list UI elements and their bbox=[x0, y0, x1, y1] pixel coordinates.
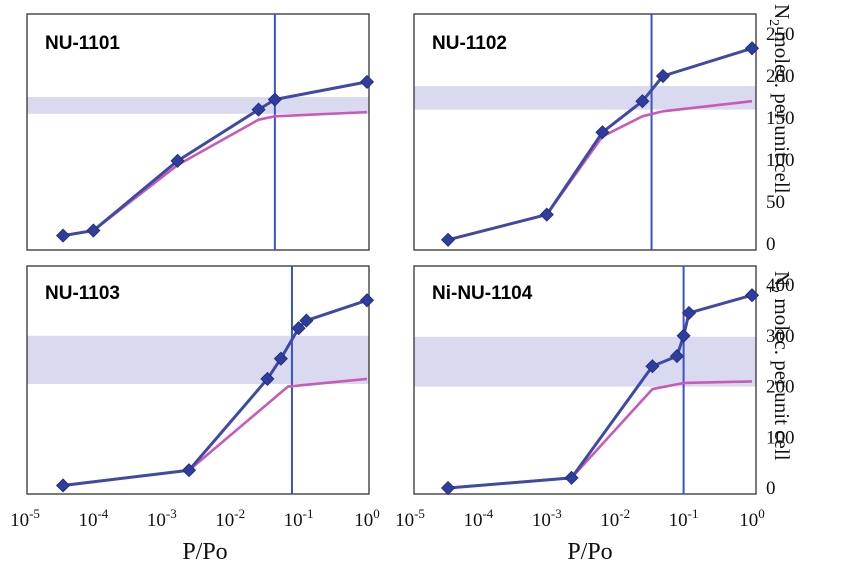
y-tick-label: 200 bbox=[766, 377, 795, 398]
data-point-marker bbox=[676, 328, 691, 343]
y-tick-label: 50 bbox=[766, 192, 785, 213]
y-tick-label: 0 bbox=[766, 478, 776, 499]
y-tick-label: 300 bbox=[766, 326, 795, 347]
x-tick-label: 10-3 bbox=[532, 506, 562, 531]
x-tick-label: 10-1 bbox=[669, 506, 699, 531]
panel-title: NU-1102 bbox=[432, 33, 507, 54]
simulated-series-line bbox=[447, 99, 753, 242]
x-tick-label: 100 bbox=[739, 506, 765, 531]
data-point-marker bbox=[440, 232, 456, 247]
x-axis-label-left: P/Po bbox=[182, 539, 227, 565]
x-tick-label: 10-4 bbox=[78, 506, 108, 531]
panel-title: Ni-NU-1104 bbox=[432, 283, 533, 304]
data-point-marker bbox=[299, 313, 314, 328]
target-band bbox=[414, 86, 756, 110]
y-tick-label: 100 bbox=[766, 150, 795, 171]
data-point-marker bbox=[744, 288, 760, 303]
data-point-marker bbox=[645, 359, 660, 374]
panel-frame bbox=[413, 13, 757, 251]
x-tick-layer: 10-5 10-4 10-3 10-2 10-1 100 10-5 10-4 10-3 10-2 1… bbox=[10, 506, 765, 531]
measured-series-line bbox=[62, 298, 368, 487]
target-band bbox=[27, 97, 369, 114]
y-tick-label: 250 bbox=[766, 24, 795, 45]
panel-frame bbox=[26, 13, 370, 251]
data-point-marker bbox=[291, 321, 306, 336]
data-point-marker bbox=[359, 74, 375, 89]
data-point-marker bbox=[744, 41, 760, 56]
x-tick-label: 10-2 bbox=[215, 506, 245, 531]
simulated-series-line bbox=[62, 377, 368, 487]
data-point-marker bbox=[595, 125, 610, 140]
panel-frame bbox=[26, 265, 370, 495]
target-band bbox=[414, 336, 756, 387]
x-tick-label: 10-5 bbox=[395, 506, 425, 531]
data-point-marker bbox=[539, 207, 554, 222]
panels-layer: NU-1101 NU-1102 0 50 100 150 200 250 NU-1103 Ni-N… bbox=[26, 13, 795, 499]
data-point-marker bbox=[86, 223, 101, 238]
x-tick-label: 10-1 bbox=[284, 506, 314, 531]
y-tick-label: 200 bbox=[766, 66, 795, 87]
x-tick-label: 10-3 bbox=[147, 506, 177, 531]
data-point-marker bbox=[655, 68, 671, 84]
data-point-marker bbox=[181, 463, 197, 478]
x-axis-label-right: P/Po bbox=[567, 539, 612, 565]
panel-4: Ni-NU-1104 0 100 200 300 400 bbox=[413, 265, 795, 499]
y-axis-label-top: N2 molec. per unit cell bbox=[766, 4, 794, 194]
data-point-marker bbox=[359, 293, 375, 308]
data-point-marker bbox=[681, 305, 697, 321]
data-point-marker bbox=[635, 94, 650, 109]
x-tick-label: 100 bbox=[354, 506, 380, 531]
panel-title: NU-1101 bbox=[45, 33, 120, 54]
panel-3: NU-1103 bbox=[26, 265, 375, 495]
data-point-marker bbox=[55, 228, 71, 243]
data-point-marker bbox=[273, 351, 288, 366]
x-tick-label: 10-4 bbox=[463, 506, 493, 531]
data-point-marker bbox=[669, 349, 685, 364]
data-point-marker bbox=[55, 478, 71, 493]
panel-frame bbox=[413, 265, 757, 495]
data-point-marker bbox=[440, 480, 456, 496]
data-point-marker bbox=[564, 470, 579, 485]
y-tick-label: 400 bbox=[766, 275, 795, 296]
data-point-marker bbox=[267, 92, 282, 107]
panel-1: NU-1101 bbox=[26, 13, 375, 251]
y-tick-label: 0 bbox=[766, 234, 776, 255]
panel-2: NU-1102 0 50 100 150 200 250 bbox=[413, 13, 795, 255]
simulated-series-line bbox=[447, 380, 753, 490]
x-tick-label: 10-2 bbox=[600, 506, 630, 531]
measured-series-line bbox=[447, 293, 753, 490]
data-point-marker bbox=[170, 153, 185, 168]
x-tick-label: 10-5 bbox=[10, 506, 40, 531]
data-point-marker bbox=[260, 371, 275, 386]
measured-series-line bbox=[447, 46, 753, 242]
y-axis-label-bottom: N2 molec. per unit cell bbox=[766, 271, 794, 461]
panel-title: NU-1103 bbox=[45, 283, 120, 304]
data-point-marker bbox=[251, 102, 266, 117]
target-band bbox=[27, 335, 369, 384]
y-tick-label: 100 bbox=[766, 427, 795, 448]
y-tick-label: 150 bbox=[766, 108, 795, 129]
